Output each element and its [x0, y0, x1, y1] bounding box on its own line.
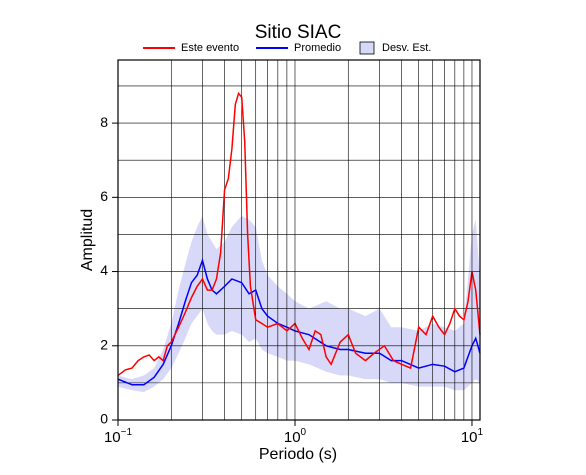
x-tick-label: 101	[461, 427, 484, 446]
legend-swatch	[359, 41, 375, 55]
x-tick-label: 100	[284, 427, 307, 446]
x-tick-base: 10	[284, 429, 301, 446]
y-tick-label: 4	[100, 262, 108, 278]
series-line	[117, 91, 481, 377]
y-tick-label: 6	[100, 188, 108, 204]
chart-title: Sitio SIAC	[255, 22, 342, 43]
y-tick-label: 2	[100, 336, 108, 352]
y-tick-label: 0	[100, 411, 108, 427]
x-tick-exponent: −1	[121, 427, 133, 438]
x-tick-exponent: 1	[478, 427, 484, 438]
legend-label: Promedio	[294, 42, 341, 54]
y-axis-label: Amplitud	[79, 209, 96, 271]
series-line	[117, 257, 481, 386]
x-tick-base: 10	[461, 429, 478, 446]
x-axis-label: Periodo (s)	[259, 446, 337, 463]
std-band	[118, 215, 480, 393]
legend-label: Desv. Est.	[382, 42, 431, 54]
legend-label: Este evento	[181, 42, 239, 54]
x-tick-base: 10	[104, 429, 121, 446]
x-tick-exponent: 0	[301, 427, 307, 438]
y-tick-label: 8	[100, 114, 108, 130]
x-tick-label: 10−1	[104, 427, 133, 446]
